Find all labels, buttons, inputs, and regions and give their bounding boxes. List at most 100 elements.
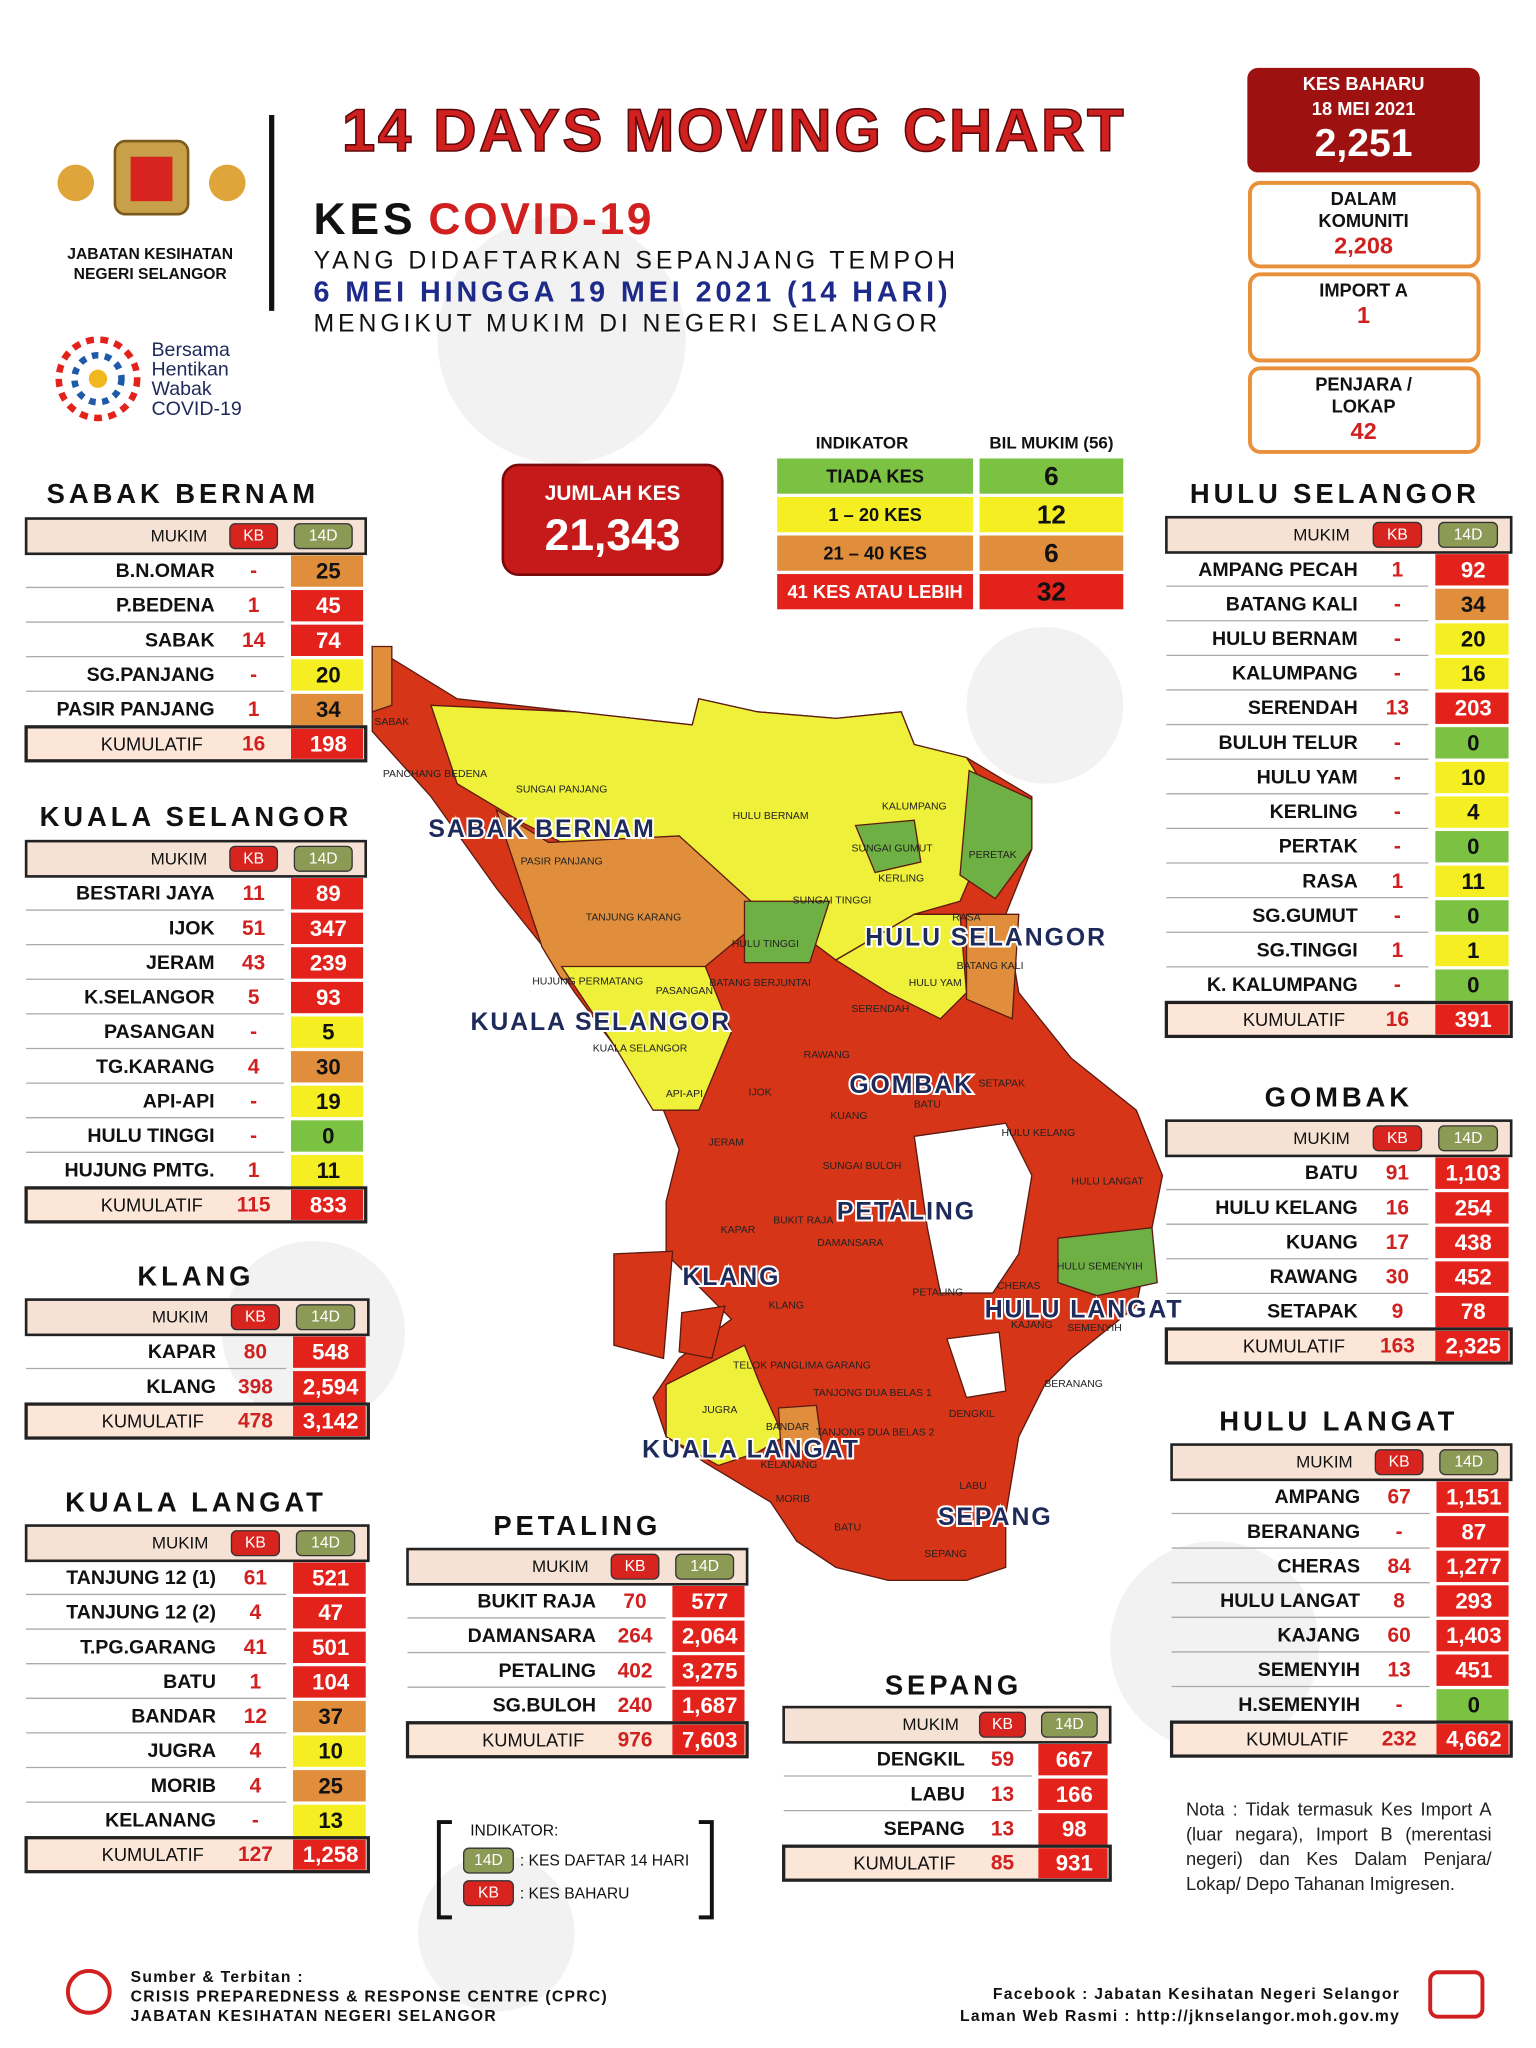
indicator-label: 21 – 40 KES — [823, 543, 927, 564]
mukim-name: TANJUNG 12 (1) — [66, 1567, 216, 1589]
map-district-label: PETALING — [837, 1199, 976, 1226]
footer-link: Laman Web Rasmi : http://jknselangor.moh… — [960, 2008, 1400, 2025]
pill — [978, 1711, 1026, 1738]
bracket — [436, 1820, 452, 1920]
d14-cell — [293, 1631, 366, 1664]
pill-label: 14D — [311, 1309, 340, 1326]
campaign-logo — [55, 336, 141, 422]
pill-label: KB — [245, 1309, 266, 1326]
map-mukim-label: SETAPAK — [978, 1079, 1025, 1090]
kb-value: 51 — [242, 917, 266, 940]
total-kb: 85 — [991, 1852, 1015, 1875]
d14-cell — [291, 555, 364, 587]
total-kb: 478 — [238, 1410, 273, 1433]
d14-value: 47 — [318, 1600, 343, 1625]
pill-label: KB — [992, 1716, 1013, 1733]
indicator-header: BIL MUKIM (56) — [989, 433, 1113, 452]
d14-value: 452 — [1455, 1265, 1492, 1290]
pill — [293, 523, 353, 550]
d14-cell — [1436, 1550, 1509, 1583]
map-mukim-label: SUNGAI GUMUT — [851, 843, 933, 854]
kb-value: - — [1394, 593, 1401, 616]
d14-value: 37 — [318, 1704, 343, 1729]
map-mukim-label: DENGKIL — [949, 1409, 995, 1420]
d14-cell — [291, 590, 364, 622]
map-district-label: GOMBAK — [849, 1072, 974, 1099]
map-mukim-label: SUNGAI TINGGI — [793, 896, 872, 907]
footer-link: Facebook : Jabatan Kesihatan Negeri Sela… — [993, 1986, 1400, 2003]
map-mukim-label: BUKIT RAJA — [773, 1216, 833, 1227]
map-mukim-label: KUANG — [830, 1111, 867, 1122]
kb-value: 1 — [248, 1159, 260, 1182]
d14-value: 89 — [316, 881, 341, 906]
d14-cell — [1435, 831, 1509, 863]
d14-value: 2,594 — [303, 1374, 359, 1399]
map-mukim-label: HULU BERNAM — [733, 811, 809, 822]
d14-cell — [1435, 1261, 1509, 1293]
mukim-name: BESTARI JAYA — [76, 883, 215, 905]
d14-cell — [1436, 1619, 1509, 1652]
d14-cell — [1435, 554, 1509, 586]
map-mukim-label: KERLING — [878, 874, 924, 885]
mukim-name: K.SELANGOR — [84, 987, 215, 1009]
kb-value: 4 — [250, 1740, 262, 1763]
pill — [1040, 1711, 1098, 1738]
kb-value: 16 — [1386, 1196, 1409, 1219]
map-mukim-label: SUNGAI BULOH — [823, 1161, 902, 1172]
header-mukim: MUKIM — [532, 1557, 589, 1576]
d14-cell — [291, 728, 364, 759]
header-mukim: MUKIM — [1293, 525, 1350, 544]
summary-value: 42 — [1351, 418, 1377, 444]
d14-value: 104 — [312, 1669, 350, 1694]
map-region — [743, 900, 831, 964]
kb-value: - — [250, 1125, 257, 1148]
d14-cell — [291, 1051, 364, 1083]
d14-cell — [293, 1735, 366, 1767]
pill-label: KB — [478, 1885, 499, 1902]
d14-value: 0 — [1467, 730, 1479, 755]
campaign-text: Bersama — [152, 339, 230, 361]
pill — [463, 1847, 514, 1874]
mukim-name: BUKIT RAJA — [477, 1591, 596, 1613]
d14-cell — [1435, 900, 1509, 932]
map-mukim-label: JERAM — [709, 1137, 744, 1148]
d14-cell — [291, 947, 364, 979]
kb-value: 67 — [1388, 1486, 1411, 1509]
d14-cell — [1435, 1004, 1509, 1035]
campaign-ring — [71, 352, 125, 406]
mukim-name: H.SEMENYIH — [1238, 1694, 1360, 1716]
mukim-name: DAMANSARA — [468, 1625, 596, 1647]
legend-bracket — [436, 1820, 714, 1920]
mukim-name: SEPANG — [884, 1818, 965, 1840]
map-district-label: SABAK BERNAM — [428, 816, 655, 843]
kb-value: - — [1394, 628, 1401, 651]
agency-name: NEGERI SELANGOR — [74, 266, 227, 283]
map-mukim-label: SEPANG — [924, 1549, 967, 1560]
kb-value: - — [250, 1021, 257, 1044]
pill — [229, 523, 279, 550]
total-label: KUMULATIF — [853, 1853, 955, 1874]
map-mukim-label: SUNGAI PANJANG — [516, 785, 607, 796]
d14-cell — [1436, 1585, 1509, 1617]
map-mukim-label: HULU SEMENYIH — [1057, 1261, 1143, 1272]
d14-value: 98 — [1062, 1816, 1087, 1841]
d14-value: 0 — [1467, 834, 1479, 859]
d14-cell — [672, 1620, 745, 1652]
mukim-name: TANJUNG 12 (2) — [66, 1602, 216, 1624]
total-d14: 2,325 — [1445, 1333, 1501, 1358]
mukim-name: P.BEDENA — [116, 595, 215, 617]
header-mukim: MUKIM — [152, 1534, 209, 1553]
d14-cell — [293, 1770, 366, 1802]
d14-cell — [1435, 796, 1509, 828]
kb-value: 13 — [1388, 1659, 1411, 1682]
d14-value: 74 — [316, 628, 341, 653]
d14-value: 13 — [318, 1808, 343, 1833]
kb-value: 9 — [1392, 1300, 1404, 1323]
map-mukim-label: HUJUNG PERMATANG — [532, 977, 643, 988]
mukim-name: HULU TINGGI — [87, 1125, 214, 1147]
d14-cell — [1435, 1192, 1509, 1224]
pill-label: KB — [625, 1558, 646, 1575]
map-mukim-label: BERANANG — [1044, 1379, 1103, 1390]
pill — [675, 1553, 735, 1580]
kb-value: - — [1394, 835, 1401, 858]
